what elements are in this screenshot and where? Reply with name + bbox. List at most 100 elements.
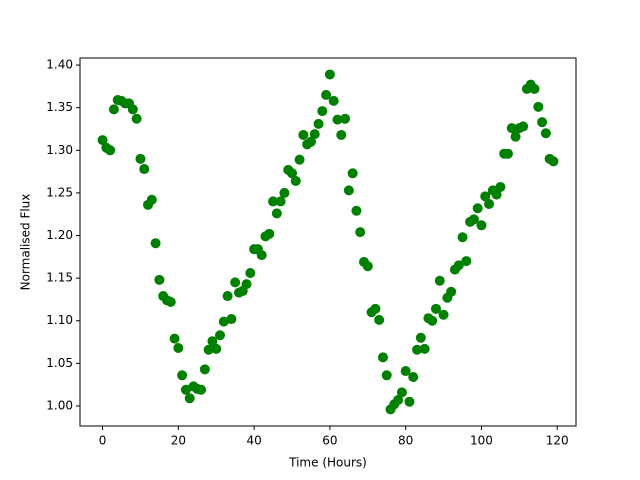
data-point: [540, 128, 551, 139]
data-point: [313, 118, 324, 129]
data-point: [412, 344, 423, 355]
y-tick-label: 1.30: [46, 143, 73, 157]
data-point: [510, 131, 521, 142]
x-tick-label: 120: [546, 434, 569, 448]
data-point: [165, 296, 176, 307]
data-point: [480, 191, 491, 202]
data-point: [105, 145, 116, 156]
y-tick-label: 1.15: [46, 271, 73, 285]
y-tick-label: 1.40: [46, 58, 73, 72]
data-point: [268, 196, 279, 207]
data-point: [377, 352, 388, 363]
data-point: [381, 370, 392, 381]
data-point: [146, 194, 157, 205]
plot-frame: [79, 57, 577, 427]
data-point: [491, 189, 502, 200]
y-axis-label: Normalised Flux: [19, 194, 33, 291]
data-point: [495, 181, 506, 192]
data-point: [245, 268, 256, 279]
data-point: [108, 104, 119, 115]
data-point: [203, 344, 214, 355]
data-point: [184, 393, 195, 404]
y-tick-label: 1.25: [46, 185, 73, 199]
data-point: [347, 168, 358, 179]
data-point: [271, 208, 282, 219]
data-point: [135, 153, 146, 164]
data-point: [446, 286, 457, 297]
data-point: [127, 104, 138, 115]
data-point: [430, 303, 441, 314]
data-point: [336, 129, 347, 140]
data-point: [207, 336, 218, 347]
data-point: [438, 309, 449, 320]
data-point: [275, 196, 286, 207]
data-point: [370, 303, 381, 314]
data-point: [374, 314, 385, 325]
data-point: [468, 214, 479, 225]
x-tick-label: 0: [99, 434, 107, 448]
data-point: [332, 114, 343, 125]
data-point: [415, 332, 426, 343]
data-point: [419, 343, 430, 354]
y-tick-label: 1.35: [46, 100, 73, 114]
data-point: [256, 250, 267, 261]
y-tick-label: 1.00: [46, 398, 73, 412]
data-point: [393, 395, 404, 406]
data-point: [97, 135, 108, 146]
data-point: [457, 232, 468, 243]
data-point: [537, 117, 548, 128]
data-point: [518, 121, 529, 132]
data-point: [484, 198, 495, 209]
data-point: [404, 396, 415, 407]
data-point: [453, 260, 464, 271]
data-point: [196, 384, 207, 395]
data-point: [294, 154, 305, 165]
data-point: [502, 148, 513, 159]
data-point: [226, 314, 237, 325]
data-point: [305, 136, 316, 147]
data-point: [287, 168, 298, 179]
data-point: [139, 164, 150, 175]
data-point: [169, 333, 180, 344]
data-point: [211, 343, 222, 354]
data-point: [324, 69, 335, 80]
y-tick-label: 1.10: [46, 313, 73, 327]
data-point: [343, 185, 354, 196]
data-point: [173, 343, 184, 354]
data-point: [461, 256, 472, 267]
x-tick-label: 20: [171, 434, 186, 448]
data-point: [529, 83, 540, 94]
data-point: [218, 316, 229, 327]
data-point: [408, 371, 419, 382]
data-point: [321, 89, 332, 100]
data-point: [131, 113, 142, 124]
data-point: [472, 203, 483, 214]
data-point: [400, 366, 411, 377]
data-point: [215, 330, 226, 341]
data-point: [533, 101, 544, 112]
data-point: [506, 123, 517, 134]
data-point: [434, 275, 445, 286]
x-tick-label: 40: [246, 434, 261, 448]
x-tick-label: 80: [398, 434, 413, 448]
x-tick-label: 60: [322, 434, 337, 448]
data-point: [362, 261, 373, 272]
data-point: [241, 279, 252, 290]
data-point: [154, 274, 165, 285]
data-point: [222, 291, 233, 302]
data-point: [279, 187, 290, 198]
y-tick-label: 1.20: [46, 228, 73, 242]
data-point: [230, 277, 241, 288]
data-point: [264, 228, 275, 239]
data-point: [340, 113, 351, 124]
data-point: [476, 220, 487, 231]
x-axis-label: Time (Hours): [288, 456, 367, 470]
data-point: [548, 156, 559, 167]
data-point: [180, 384, 191, 395]
data-point: [427, 315, 438, 326]
data-point: [150, 238, 161, 249]
data-point: [309, 129, 320, 140]
data-point: [199, 364, 210, 375]
y-tick-label: 1.05: [46, 356, 73, 370]
